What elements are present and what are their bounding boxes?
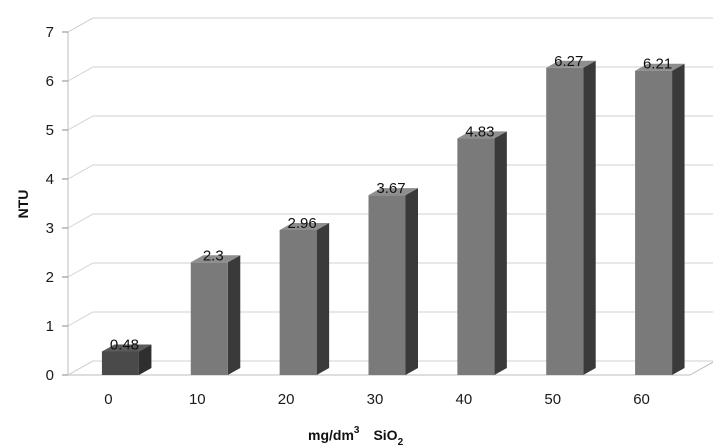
bar bbox=[457, 131, 507, 375]
gridline bbox=[67, 262, 713, 278]
tick-labels: 0 1 2 3 4 5 6 7 0 10 20 30 40 50 60 bbox=[46, 24, 650, 408]
x-tick-label: 50 bbox=[544, 391, 561, 408]
x-tick-label: 40 bbox=[456, 391, 473, 408]
gridline bbox=[67, 213, 713, 229]
bar-top bbox=[368, 188, 418, 196]
bar bbox=[368, 188, 418, 375]
bar-top bbox=[190, 255, 241, 263]
bars bbox=[101, 60, 685, 376]
y-tick-label: 0 bbox=[46, 367, 54, 384]
bar-side bbox=[227, 255, 241, 375]
x-tick-label: 30 bbox=[367, 391, 384, 408]
y-tick-label: 7 bbox=[46, 24, 54, 41]
data-label: 4.83 bbox=[465, 123, 494, 140]
bar-top bbox=[279, 222, 330, 230]
bar bbox=[190, 255, 241, 375]
bar bbox=[279, 222, 330, 375]
bar-side bbox=[583, 60, 596, 376]
gridline bbox=[67, 164, 713, 180]
x-axis-title-subscript: 2 bbox=[398, 437, 404, 447]
bar-front bbox=[635, 70, 673, 376]
bar-side bbox=[672, 63, 685, 376]
y-axis-title: NTU bbox=[15, 190, 31, 219]
data-label: 3.67 bbox=[376, 180, 405, 197]
x-tick-label: 20 bbox=[278, 391, 295, 408]
bar-front bbox=[279, 229, 317, 375]
gridline bbox=[67, 17, 713, 33]
y-tick-label: 2 bbox=[46, 269, 54, 286]
x-axis-title-compound: SiO bbox=[373, 427, 397, 443]
bar-front bbox=[190, 262, 228, 375]
bar-top bbox=[101, 344, 152, 352]
data-labels: 0.48 2.3 2.96 3.67 4.83 6.27 6.21 bbox=[110, 53, 672, 354]
bar-top bbox=[635, 63, 685, 71]
x-axis-title-superscript: 3 bbox=[354, 425, 360, 436]
gridline bbox=[67, 311, 713, 327]
x-axis-title: mg/dm3 SiO2 bbox=[308, 425, 404, 447]
y-tick-label: 4 bbox=[46, 171, 54, 188]
gridline bbox=[67, 66, 713, 82]
bar-side bbox=[316, 222, 330, 375]
x-tick-label: 0 bbox=[104, 391, 112, 408]
data-label: 2.96 bbox=[288, 215, 317, 232]
bar bbox=[635, 63, 685, 376]
data-label: 0.48 bbox=[110, 336, 139, 353]
y-tick-label: 3 bbox=[46, 220, 54, 237]
bar-front bbox=[368, 195, 406, 375]
bar-front bbox=[457, 138, 495, 375]
x-tick-label: 10 bbox=[189, 391, 206, 408]
bar-side bbox=[494, 131, 507, 375]
bar-top bbox=[546, 60, 596, 68]
bar-front bbox=[546, 67, 584, 376]
gridline bbox=[67, 115, 713, 131]
data-label: 6.27 bbox=[554, 53, 583, 70]
bar-side bbox=[138, 344, 152, 375]
bar-front bbox=[101, 351, 139, 375]
x-axis-title-unit: mg/dm bbox=[308, 427, 354, 443]
data-label: 6.21 bbox=[643, 56, 672, 73]
y-tick-label: 6 bbox=[46, 73, 54, 90]
gridlines bbox=[62, 17, 713, 376]
bar bbox=[101, 344, 152, 375]
bar-side bbox=[405, 188, 418, 375]
back-wall-top bbox=[67, 17, 713, 33]
bar bbox=[546, 60, 596, 376]
data-label: 2.3 bbox=[203, 247, 224, 264]
bar-top bbox=[457, 131, 507, 139]
x-tick-label: 60 bbox=[633, 391, 650, 408]
gridline bbox=[67, 360, 713, 376]
y-tick-label: 5 bbox=[46, 122, 54, 139]
y-tick-label: 1 bbox=[46, 318, 54, 335]
